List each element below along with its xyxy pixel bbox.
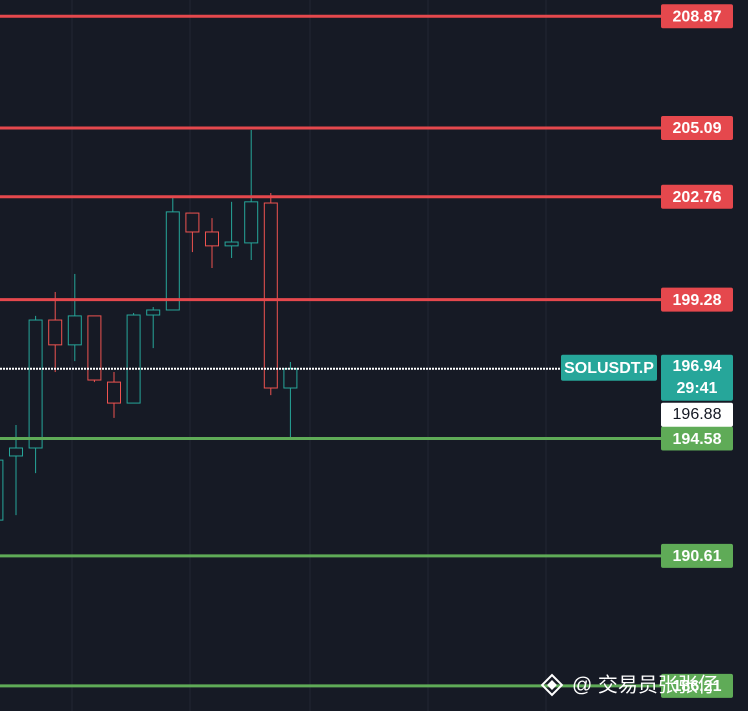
candle-body (67, 315, 82, 346)
resistance-label: 202.76 (673, 189, 722, 206)
candle-body (283, 368, 298, 389)
resistance-badge (661, 4, 733, 29)
support-badge (661, 673, 733, 698)
watermark: @ 交易员张张仔 (540, 673, 718, 697)
symbol-badge (561, 354, 657, 381)
candle-body (244, 201, 259, 244)
support-label: 194.58 (673, 431, 722, 448)
resistance-badge (661, 184, 733, 209)
support-badge (661, 426, 733, 451)
last-price-label: 196.94 (673, 358, 722, 375)
candle-body (48, 319, 63, 346)
candles (0, 130, 298, 521)
candle-body (165, 211, 180, 311)
support-label: 190.61 (673, 548, 722, 565)
support-label: 186.21 (673, 678, 722, 695)
other-price-label: 196.88 (673, 406, 722, 423)
resistance-badge (661, 115, 733, 140)
candle-body (205, 231, 219, 247)
countdown-label: 29:41 (677, 380, 718, 397)
resistance-label: 208.87 (673, 8, 722, 25)
levels (0, 14, 661, 688)
badges: 208.87 205.09 202.76 199.28 194.58 190.61 186.… (561, 4, 733, 698)
candle-body (87, 315, 102, 381)
other-price-badge (661, 402, 733, 427)
watermark-text: @ 交易员张张仔 (572, 673, 718, 696)
candle-body (28, 319, 43, 449)
candle-body (185, 212, 200, 233)
candle-body (224, 241, 239, 247)
resistance-label: 199.28 (673, 292, 722, 309)
symbol-label: SOLUSDT.P (564, 360, 654, 377)
candle-body (263, 202, 278, 389)
vertical-grid (71, 0, 547, 711)
support-badge (661, 543, 733, 568)
last-price-badge (661, 354, 733, 401)
resistance-label: 205.09 (673, 120, 722, 137)
candle-body (9, 447, 23, 457)
candle-body (107, 381, 121, 404)
candle-body (146, 309, 161, 316)
candle-body (126, 314, 141, 404)
candle-body (0, 459, 4, 521)
resistance-badge (661, 287, 733, 312)
